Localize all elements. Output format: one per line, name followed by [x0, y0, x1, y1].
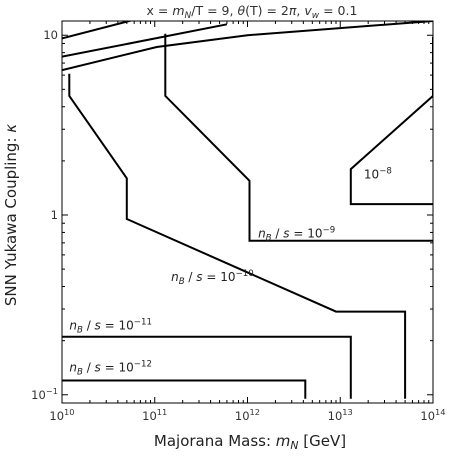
contour-labels: nB / s = 10−12 nB / s = 10−11 nB / s = 10−…	[69, 166, 392, 377]
plot-frame	[61, 20, 434, 404]
y-tick-label: 1	[51, 208, 58, 222]
chart-title: x = mN/T = 9, θ(T) = 2π, vw = 0.1	[147, 3, 358, 21]
contour-line-1	[62, 335, 352, 399]
x-tick-label: 1014	[420, 407, 445, 423]
contour-line-4	[349, 36, 433, 206]
contour-line-2	[68, 73, 407, 399]
contour-line-0	[62, 379, 307, 399]
y-axis: 10−1 1 10	[31, 28, 433, 402]
contour-lines	[62, 21, 433, 399]
y-axis-label: SNN Yukawa Coupling: κ	[2, 124, 20, 306]
contour-label: 10−8	[364, 166, 392, 181]
x-axis: 1010 1011 1012 1013 1014	[49, 21, 446, 423]
contour-line-5	[62, 21, 433, 72]
x-tick-label: 1011	[142, 407, 167, 423]
y-tick-label: 10	[43, 28, 58, 42]
contour-line-7	[62, 21, 134, 40]
y-tick-label: 10−1	[31, 386, 58, 402]
contour-label: nB / s = 10−9	[258, 225, 335, 243]
x-axis-label: Majorana Mass: mN [GeV]	[154, 432, 346, 452]
contour-label: nB / s = 10−12	[69, 359, 152, 377]
x-tick-label: 1013	[328, 407, 353, 423]
contour-label: nB / s = 10−10	[171, 269, 254, 287]
contour-line-3	[164, 33, 433, 242]
x-tick-label: 1012	[235, 407, 260, 423]
x-tick-label: 1010	[49, 407, 74, 423]
contour-label: nB / s = 10−11	[69, 318, 152, 336]
contour-line-6	[62, 23, 228, 58]
